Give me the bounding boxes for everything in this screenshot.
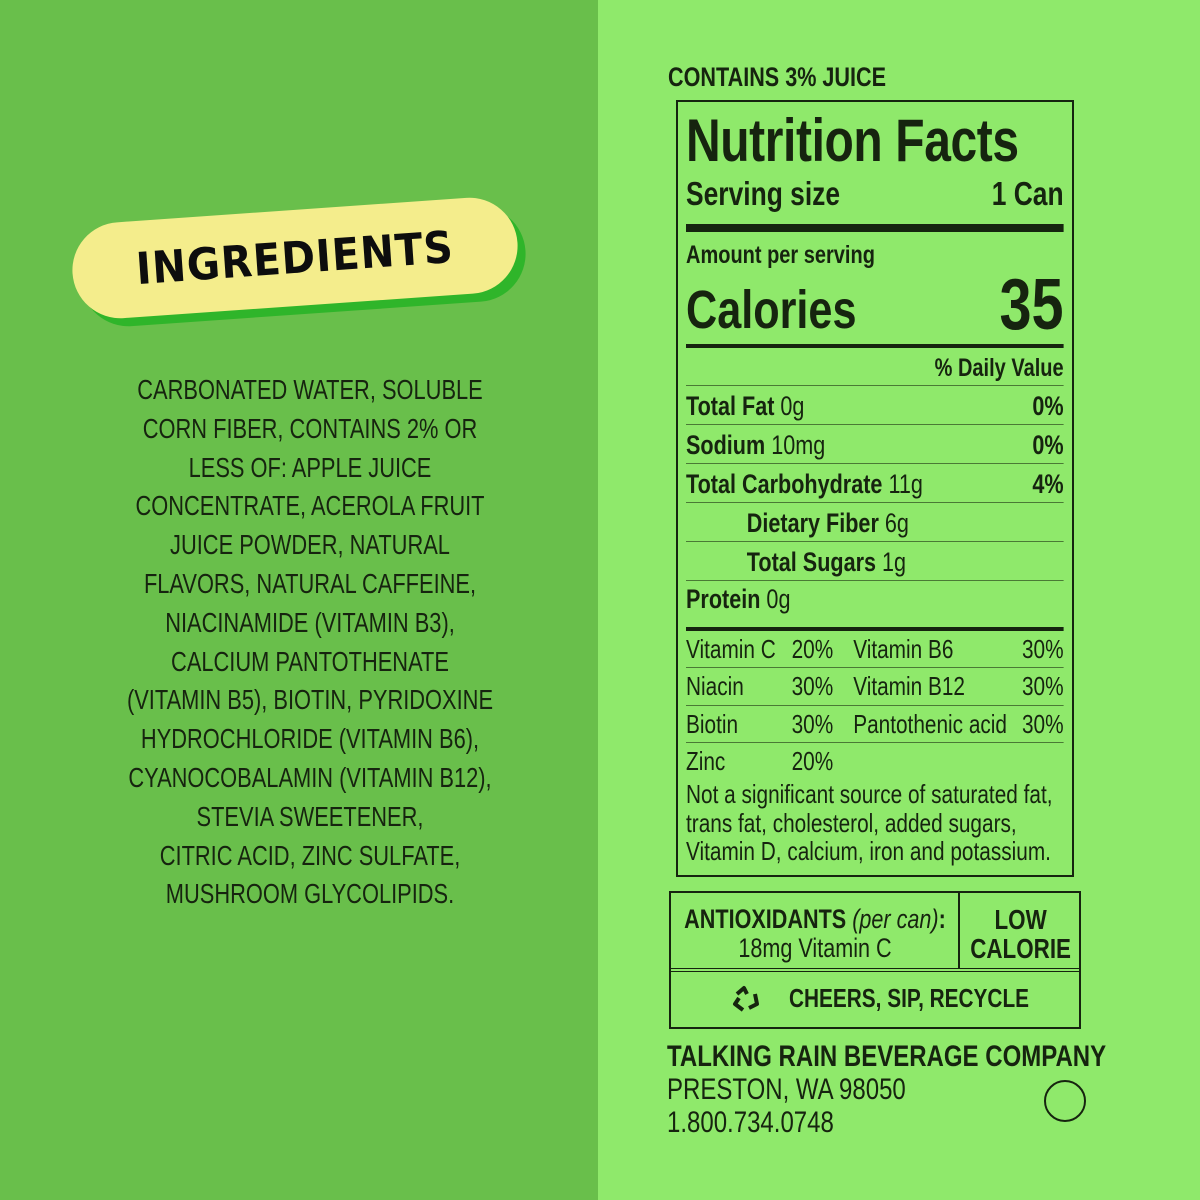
nutrient-row: Dietary Fiber 6g: [686, 502, 1064, 541]
low-calorie-claim: LOW CALORIE: [963, 905, 1078, 963]
ingredient-line: LESS OF: APPLE JUICE: [188, 451, 432, 483]
low-calorie-line: LOW: [994, 904, 1047, 935]
antioxidants-label: ANTIOXIDANTS: [684, 904, 847, 934]
vitamin-dv: 20%: [791, 634, 834, 664]
recycle-icon: [733, 985, 759, 1012]
nutrient-row: Protein 0g: [686, 580, 1064, 627]
divider: [686, 627, 1064, 631]
antioxidants-note: (per can): [852, 904, 939, 934]
nutrition-side: [598, 0, 1200, 1200]
footnote: Not a significant source of saturated fa…: [686, 780, 1064, 866]
colon: :: [938, 904, 946, 934]
serving-label: Serving size: [686, 175, 841, 212]
nutrient-row: Total Carbohydrate 11g 4%: [686, 463, 1064, 502]
juice-content: CONTAINS 3% JUICE: [668, 62, 887, 92]
ingredient-line: CARBONATED WATER, SOLUBLE: [137, 374, 483, 405]
company-name: TALKING RAIN BEVERAGE COMPANY: [667, 1040, 1107, 1073]
nutrient-amount: 6g: [884, 508, 909, 538]
nutrient-row: Sodium 10mg 0%: [686, 424, 1064, 463]
low-calorie-line: CALORIE: [970, 933, 1071, 964]
nutrient-dv: 4%: [1032, 469, 1064, 499]
vitamin-name: Vitamin B6: [853, 634, 954, 664]
ingredient-line: (VITAMIN B5), BIOTIN, PYRIDOXINE: [126, 684, 494, 716]
ingredient-line: JUICE POWDER, NATURAL: [170, 529, 450, 561]
ingredients-list: CARBONATED WATER, SOLUBLE CORN FIBER, CO…: [76, 371, 544, 914]
divider: [686, 344, 1064, 348]
serving-size-row: Serving size 1 Can: [686, 172, 1064, 224]
antioxidants-value: 18mg Vitamin C: [738, 933, 892, 963]
ingredient-line: CITRIC ACID, ZINC SULFATE,: [159, 839, 461, 871]
claims-box: ANTIOXIDANTS (per can): 18mg Vitamin C L…: [669, 891, 1081, 1029]
amount-per-serving: Amount per serving: [686, 241, 875, 269]
vitamin-dv: 30%: [1021, 708, 1064, 739]
nutrient-name: Protein: [686, 584, 761, 614]
divider: [671, 968, 1079, 972]
ingredient-line: CONCENTRATE, ACEROLA FRUIT: [135, 490, 485, 522]
vitamin-name: Niacin: [686, 671, 744, 702]
footnote-line: trans fat, cholesterol, added sugars,: [686, 807, 1017, 838]
recycle-message: CHEERS, SIP, RECYCLE: [731, 983, 1089, 1014]
recycle-text: CHEERS, SIP, RECYCLE: [789, 983, 1030, 1013]
company-info: TALKING RAIN BEVERAGE COMPANY PRESTON, W…: [667, 1040, 1106, 1139]
nutrient-name: Total Fat: [686, 391, 775, 421]
vitamin-row: Niacin 30% Vitamin B12 30%: [686, 668, 1064, 706]
vitamin-dv: 30%: [1021, 671, 1064, 702]
company-phone: 1.800.734.0748: [667, 1106, 834, 1139]
nutrient-name: Total Carbohydrate: [686, 469, 883, 499]
ingredient-line: HYDROCHLORIDE (VITAMIN B6),: [140, 723, 480, 755]
kosher-symbol: [1044, 1080, 1086, 1122]
ingredient-line: STEVIA SWEETENER,: [196, 800, 424, 832]
ingredient-line: MUSHROOM GLYCOLIPIDS.: [165, 878, 455, 910]
nutrient-dv: 0%: [1032, 391, 1064, 421]
nutrient-name: Total Sugars: [746, 547, 877, 577]
nutrient-dv: 0%: [1032, 430, 1064, 460]
vitamin-name: Zinc: [686, 745, 726, 776]
vitamin-name: Vitamin C: [686, 634, 776, 664]
footnote-line: Not a significant source of saturated fa…: [686, 779, 1053, 810]
nutrient-name: Sodium: [686, 430, 766, 460]
nutrient-row: Total Fat 0g 0%: [686, 385, 1064, 424]
vitamin-dv: 30%: [1021, 634, 1064, 664]
ingredients-panel: [0, 0, 598, 1200]
nutrient-name: Dietary Fiber: [746, 508, 879, 538]
serving-value: 1 Can: [991, 175, 1064, 212]
nutrition-title: Nutrition Facts: [686, 107, 1019, 174]
nutrient-row: Total Sugars 1g: [686, 541, 1064, 580]
company-address: PRESTON, WA 98050: [667, 1073, 906, 1106]
vitamin-dv: 30%: [791, 708, 834, 739]
nutrient-amount: 1g: [882, 547, 907, 577]
calories-value: 35: [999, 265, 1064, 345]
daily-value-header: % Daily Value: [934, 354, 1064, 382]
calories-row: Calories 35: [686, 264, 1064, 344]
vitamin-row: Biotin 30% Pantothenic acid 30%: [686, 706, 1064, 743]
ingredient-line: CORN FIBER, CONTAINS 2% OR: [142, 412, 478, 444]
nutrient-amount: 11g: [888, 469, 923, 499]
vitamin-name: Vitamin B12: [853, 671, 965, 702]
divider: [958, 893, 960, 969]
antioxidants-claim: ANTIOXIDANTS (per can): 18mg Vitamin C: [683, 905, 947, 963]
calories-label: Calories: [686, 280, 857, 340]
ingredient-line: FLAVORS, NATURAL CAFFEINE,: [143, 567, 477, 599]
vitamin-name: Biotin: [686, 708, 739, 739]
ingredient-line: CALCIUM PANTOTHENATE: [171, 645, 449, 677]
vitamin-row: Zinc 20%: [686, 743, 1064, 780]
divider: [686, 224, 1064, 232]
footnote-line: Vitamin D, calcium, iron and potassium.: [686, 836, 1051, 867]
ingredient-line: NIACINAMIDE (VITAMIN B3),: [165, 606, 455, 638]
vitamin-row: Vitamin C 20% Vitamin B6 30%: [686, 631, 1064, 669]
vitamin-dv: 30%: [791, 671, 834, 702]
vitamin-name: Pantothenic acid: [853, 708, 1007, 739]
ingredient-line: CYANOCOBALAMIN (VITAMIN B12),: [128, 761, 492, 793]
ingredients-heading: INGREDIENTS: [134, 221, 456, 295]
nutrition-facts-panel: Nutrition Facts Serving size 1 Can Amoun…: [676, 100, 1074, 877]
vitamin-dv: 20%: [791, 745, 834, 776]
nutrient-amount: 10mg: [771, 430, 826, 460]
nutrient-amount: 0g: [766, 584, 791, 614]
nutrient-amount: 0g: [780, 391, 805, 421]
